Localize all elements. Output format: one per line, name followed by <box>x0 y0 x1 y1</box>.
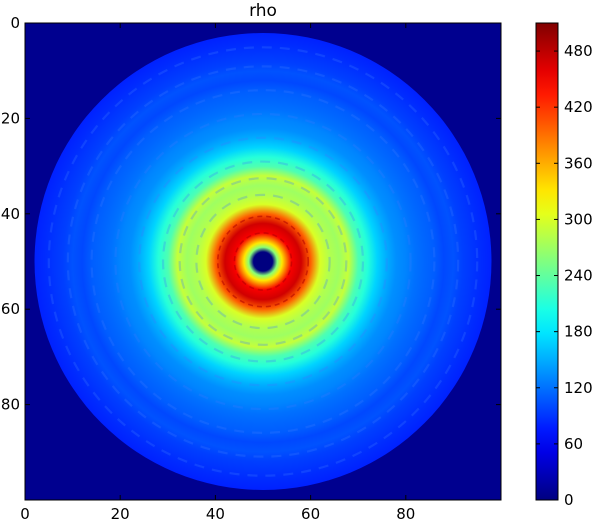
colorbar-fill <box>536 23 558 500</box>
ring-line <box>114 112 412 411</box>
colorbar-tick-label: 60 <box>564 435 583 453</box>
ring-line <box>216 215 310 308</box>
y-tick-label: 60 <box>1 300 20 318</box>
ring-line <box>161 160 365 363</box>
ring-line <box>47 46 479 477</box>
plot-frame <box>24 22 502 501</box>
ring-line <box>138 136 388 387</box>
x-tick-label: 20 <box>111 505 130 519</box>
colorbar-frame <box>535 22 559 501</box>
heatmap-disk <box>34 33 492 490</box>
ring-line <box>90 89 436 434</box>
ring-line <box>233 232 293 291</box>
colorbar-tick-label: 120 <box>564 379 593 397</box>
colorbar-tick-label: 480 <box>564 42 593 60</box>
x-tick-label: 40 <box>206 505 225 519</box>
y-tick-label: 20 <box>1 109 20 127</box>
colorbar-tick-label: 240 <box>564 267 593 285</box>
colorbar-tick-label: 0 <box>564 491 574 509</box>
x-tick-label: 80 <box>396 505 415 519</box>
chart-title: rho <box>249 1 277 21</box>
ring-line <box>178 177 348 346</box>
colorbar: 0 60 120 180 240 300 360 420 480 <box>535 22 593 509</box>
colorbar-tick-label: 360 <box>564 154 593 172</box>
x-tick-label: 60 <box>301 505 320 519</box>
colorbar-tick-label: 420 <box>564 98 593 116</box>
y-tick-label: 40 <box>1 205 20 223</box>
colorbar-tick-label: 180 <box>564 323 593 341</box>
x-tick-label: 0 <box>20 505 30 519</box>
ring-line <box>195 193 331 330</box>
ring-texture <box>47 46 479 477</box>
y-tick-label: 0 <box>10 14 20 32</box>
y-tick-label: 80 <box>1 396 20 414</box>
plot-area <box>24 22 502 501</box>
ring-line <box>66 65 460 458</box>
colorbar-ticks: 0 60 120 180 240 300 360 420 480 <box>536 42 593 509</box>
x-axis: 0 20 40 60 80 <box>20 23 415 519</box>
colorbar-tick-label: 300 <box>564 210 593 228</box>
y-axis: 0 20 40 60 80 <box>1 14 501 414</box>
